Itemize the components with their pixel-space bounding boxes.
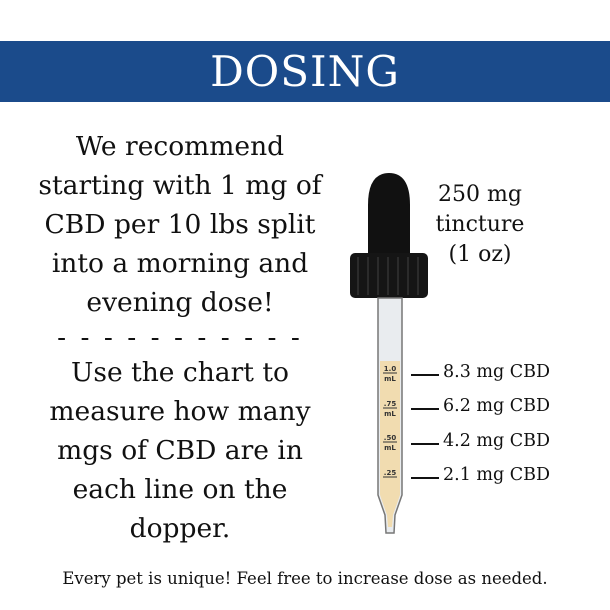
text-line: starting with 1 mg of bbox=[38, 170, 322, 201]
mark-line bbox=[411, 408, 439, 410]
dropper-liquid bbox=[380, 361, 400, 527]
svg-text:1.0: 1.0 bbox=[384, 365, 397, 373]
text-line: evening dose! bbox=[86, 287, 274, 318]
text-line: mgs of CBD are in bbox=[57, 435, 303, 466]
svg-text:.50: .50 bbox=[384, 434, 397, 442]
svg-text:.25: .25 bbox=[384, 469, 397, 477]
mark-line bbox=[411, 374, 439, 376]
dropper-cap bbox=[350, 253, 428, 298]
dose-label: 4.2 mg CBD bbox=[443, 431, 551, 451]
text-line: CBD per 10 lbs split bbox=[44, 209, 316, 240]
svg-text:mL: mL bbox=[384, 375, 396, 383]
page-title: DOSING bbox=[210, 47, 400, 96]
svg-text:mL: mL bbox=[384, 444, 396, 452]
dose-label: 6.2 mg CBD bbox=[443, 396, 551, 416]
text-line: We recommend bbox=[75, 131, 285, 162]
dropper-bulb bbox=[368, 173, 410, 255]
header-banner: DOSING bbox=[0, 41, 610, 102]
dose-label: 8.3 mg CBD bbox=[443, 362, 551, 382]
product-label: 250 mg tincture (1 oz) bbox=[420, 180, 540, 270]
divider: - - - - - - - - - - - bbox=[57, 322, 303, 353]
text-line: dopper. bbox=[129, 513, 231, 544]
text-line: each line on the bbox=[72, 474, 288, 505]
mark-line bbox=[411, 477, 439, 479]
chart-instructions: Use the chart to measure how many mgs of… bbox=[20, 353, 340, 548]
svg-text:.75: .75 bbox=[384, 400, 397, 408]
text-line: measure how many bbox=[49, 396, 311, 427]
product-type: tincture bbox=[435, 212, 525, 237]
product-strength: 250 mg bbox=[438, 182, 522, 207]
text-line: into a morning and bbox=[51, 248, 309, 279]
dose-label: 2.1 mg CBD bbox=[443, 465, 551, 485]
dropper-illustration: 1.0 mL .75 mL .50 mL .25 bbox=[350, 173, 428, 534]
product-volume: (1 oz) bbox=[448, 242, 512, 267]
text-line: Use the chart to bbox=[71, 357, 289, 388]
footer-note: Every pet is unique! Feel free to increa… bbox=[62, 569, 548, 588]
recommendation-text: We recommend starting with 1 mg of CBD p… bbox=[20, 127, 340, 322]
svg-text:mL: mL bbox=[384, 410, 396, 418]
mark-line bbox=[411, 443, 439, 445]
